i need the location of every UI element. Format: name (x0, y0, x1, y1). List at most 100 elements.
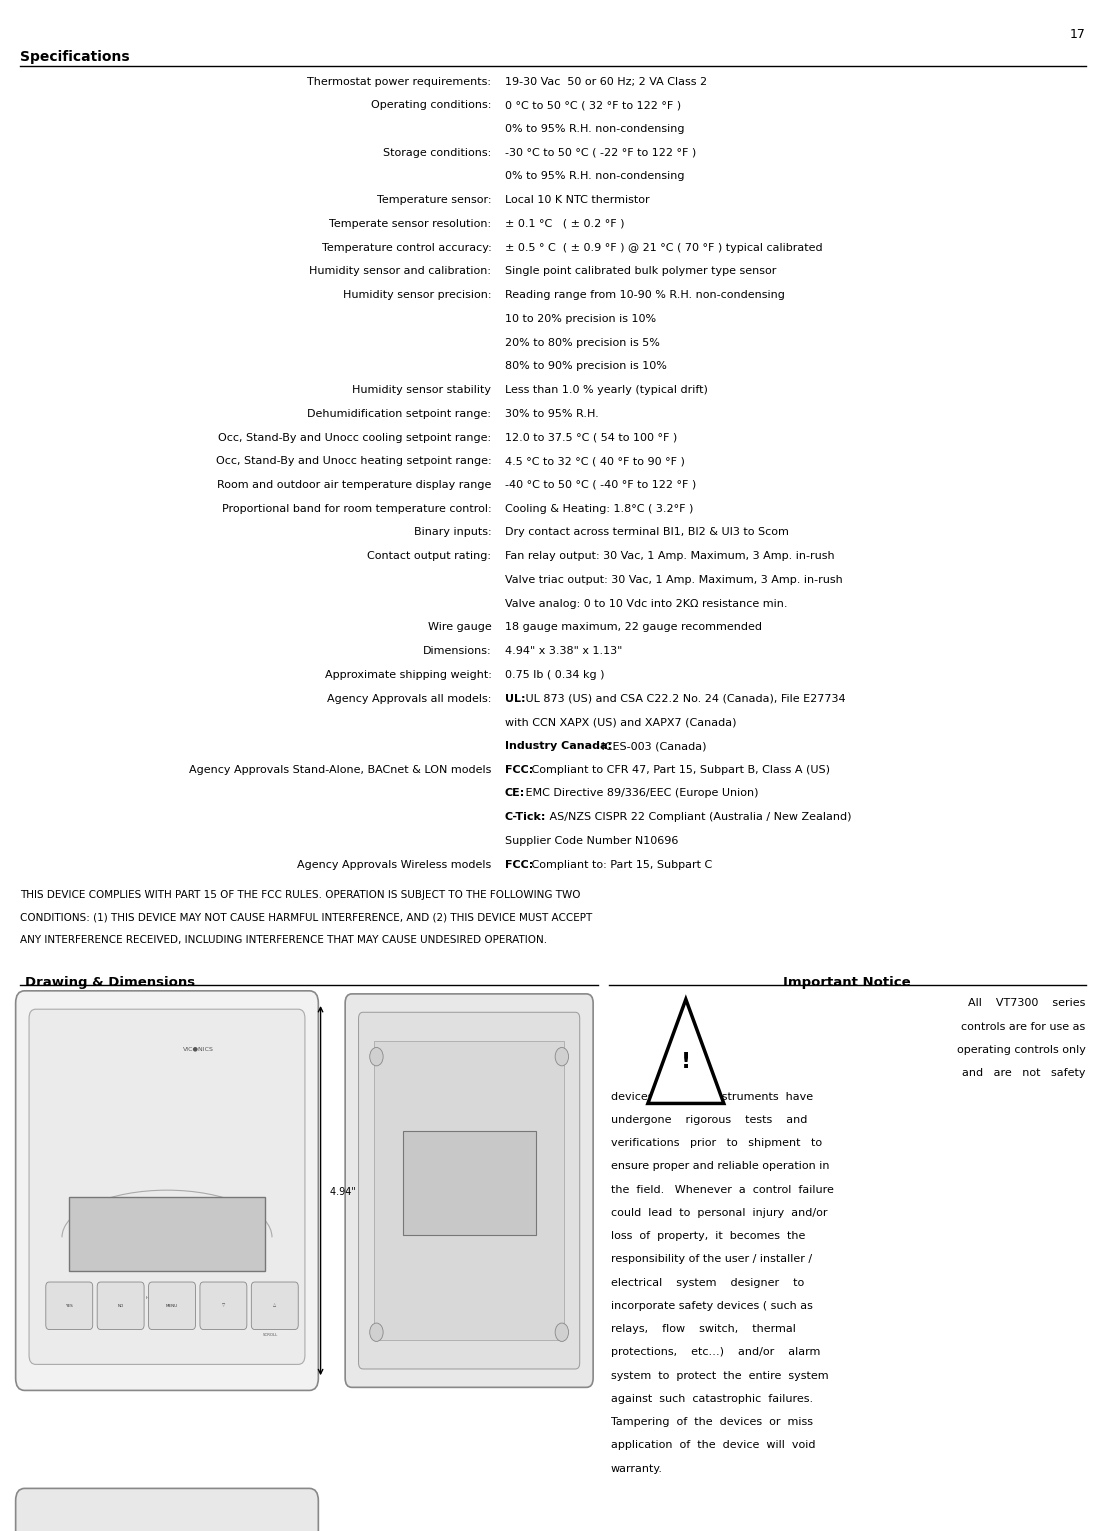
Text: Occ, Stand-By and Unocc cooling setpoint range:: Occ, Stand-By and Unocc cooling setpoint… (218, 432, 491, 442)
Text: ANY INTERFERENCE RECEIVED, INCLUDING INTERFERENCE THAT MAY CAUSE UNDESIRED OPERA: ANY INTERFERENCE RECEIVED, INCLUDING INT… (20, 934, 547, 945)
Text: !: ! (680, 1052, 691, 1072)
Text: C-Tick:: C-Tick: (505, 811, 546, 822)
Text: protections,    etc…)    and/or    alarm: protections, etc…) and/or alarm (611, 1347, 820, 1358)
Text: Dehumidification setpoint range:: Dehumidification setpoint range: (307, 409, 491, 419)
Text: Humidity sensor and calibration:: Humidity sensor and calibration: (309, 266, 491, 277)
Text: Local 10 K NTC thermistor: Local 10 K NTC thermistor (505, 194, 649, 205)
Text: verifications   prior   to   shipment   to: verifications prior to shipment to (611, 1138, 822, 1148)
Text: 4.5 °C to 32 °C ( 40 °F to 90 °F ): 4.5 °C to 32 °C ( 40 °F to 90 °F ) (505, 456, 685, 467)
FancyBboxPatch shape (251, 1281, 298, 1329)
FancyBboxPatch shape (97, 1281, 144, 1329)
Text: Cooling & Heating: 1.8°C ( 3.2°F ): Cooling & Heating: 1.8°C ( 3.2°F ) (505, 504, 694, 514)
Text: Specifications: Specifications (20, 49, 130, 64)
Text: ▽: ▽ (222, 1304, 225, 1307)
Text: 17: 17 (1070, 28, 1086, 40)
Circle shape (370, 1323, 383, 1341)
Text: HEAT: HEAT (145, 1295, 156, 1300)
Text: responsibility of the user / installer /: responsibility of the user / installer / (611, 1254, 812, 1265)
FancyBboxPatch shape (16, 991, 318, 1390)
Text: Agency Approvals Wireless models: Agency Approvals Wireless models (297, 859, 491, 870)
Circle shape (555, 1323, 569, 1341)
Text: CE:: CE: (505, 788, 525, 799)
Text: △: △ (274, 1304, 276, 1307)
Text: VIC●NICS: VIC●NICS (183, 1046, 214, 1050)
Bar (69, 1197, 265, 1271)
Text: YES: YES (66, 1304, 73, 1307)
FancyBboxPatch shape (16, 1488, 318, 1531)
Circle shape (555, 1047, 569, 1066)
Text: 12.0 to 37.5 °C ( 54 to 100 °F ): 12.0 to 37.5 °C ( 54 to 100 °F ) (505, 432, 677, 442)
FancyBboxPatch shape (359, 1012, 580, 1369)
Text: undergone    rigorous    tests    and: undergone rigorous tests and (611, 1115, 808, 1125)
Text: and   are   not   safety: and are not safety (962, 1069, 1086, 1078)
Text: Tampering  of  the  devices  or  miss: Tampering of the devices or miss (611, 1418, 813, 1427)
Text: MENU: MENU (166, 1304, 178, 1307)
FancyBboxPatch shape (46, 1281, 93, 1329)
Text: CONDITIONS: (1) THIS DEVICE MAY NOT CAUSE HARMFUL INTERFERENCE, AND (2) THIS DEV: CONDITIONS: (1) THIS DEVICE MAY NOT CAUS… (20, 912, 592, 922)
Text: UL 873 (US) and CSA C22.2 No. 24 (Canada), File E27734: UL 873 (US) and CSA C22.2 No. 24 (Canada… (523, 694, 846, 704)
Text: Dimensions:: Dimensions: (423, 646, 491, 657)
Text: Binary inputs:: Binary inputs: (414, 527, 491, 537)
Text: could  lead  to  personal  injury  and/or: could lead to personal injury and/or (611, 1208, 828, 1217)
Bar (374, 1041, 564, 1340)
Text: 18 gauge maximum, 22 gauge recommended: 18 gauge maximum, 22 gauge recommended (505, 622, 762, 632)
Text: Temperate sensor resolution:: Temperate sensor resolution: (330, 219, 491, 230)
Bar (403, 1131, 536, 1236)
Text: Humidity sensor precision:: Humidity sensor precision: (343, 289, 491, 300)
Text: incorporate safety devices ( such as: incorporate safety devices ( such as (611, 1301, 813, 1311)
Text: NO: NO (117, 1304, 124, 1307)
Text: FAN: FAN (75, 1295, 83, 1300)
Text: Important Notice: Important Notice (783, 975, 911, 989)
FancyBboxPatch shape (345, 994, 593, 1387)
Text: FCC:: FCC: (505, 859, 533, 870)
Text: Supplier Code Number N10696: Supplier Code Number N10696 (505, 836, 678, 847)
Text: Reading range from 10-90 % R.H. non-condensing: Reading range from 10-90 % R.H. non-cond… (505, 289, 785, 300)
Text: devices.    These  instruments  have: devices. These instruments have (611, 1092, 813, 1101)
Text: AS/NZS CISPR 22 Compliant (Australia / New Zealand): AS/NZS CISPR 22 Compliant (Australia / N… (545, 811, 851, 822)
Text: Contact output rating:: Contact output rating: (367, 551, 491, 562)
Text: with CCN XAPX (US) and XAPX7 (Canada): with CCN XAPX (US) and XAPX7 (Canada) (505, 717, 736, 727)
Text: the  field.   Whenever  a  control  failure: the field. Whenever a control failure (611, 1185, 834, 1194)
Text: operating controls only: operating controls only (957, 1046, 1086, 1055)
Text: 4.94" x 3.38" x 1.13": 4.94" x 3.38" x 1.13" (505, 646, 622, 657)
Polygon shape (648, 1000, 724, 1104)
Text: Temperature sensor:: Temperature sensor: (376, 194, 491, 205)
Text: 20% to 80% precision is 5%: 20% to 80% precision is 5% (505, 337, 660, 348)
Text: Agency Approvals all models:: Agency Approvals all models: (327, 694, 491, 704)
Text: THIS DEVICE COMPLIES WITH PART 15 OF THE FCC RULES. OPERATION IS SUBJECT TO THE : THIS DEVICE COMPLIES WITH PART 15 OF THE… (20, 890, 581, 900)
Text: ensure proper and reliable operation in: ensure proper and reliable operation in (611, 1162, 830, 1171)
Text: application  of  the  device  will  void: application of the device will void (611, 1441, 815, 1450)
Text: system  to  protect  the  entire  system: system to protect the entire system (611, 1370, 829, 1381)
Text: All    VT7300    series: All VT7300 series (968, 998, 1086, 1009)
Text: 19-30 Vac  50 or 60 Hz; 2 VA Class 2: 19-30 Vac 50 or 60 Hz; 2 VA Class 2 (505, 77, 707, 87)
Circle shape (370, 1047, 383, 1066)
Text: SCROLL: SCROLL (262, 1332, 278, 1337)
Text: COOL: COOL (216, 1295, 227, 1300)
Text: EMC Directive 89/336/EEC (Europe Union): EMC Directive 89/336/EEC (Europe Union) (523, 788, 758, 799)
Text: Drawing & Dimensions: Drawing & Dimensions (25, 975, 194, 989)
Text: 4.94" [125 mm]: 4.94" [125 mm] (330, 1185, 407, 1196)
Text: Compliant to CFR 47, Part 15, Subpart B, Class A (US): Compliant to CFR 47, Part 15, Subpart B,… (528, 764, 830, 775)
Text: FCC:: FCC: (505, 764, 533, 775)
Text: Valve triac output: 30 Vac, 1 Amp. Maximum, 3 Amp. in-rush: Valve triac output: 30 Vac, 1 Amp. Maxim… (505, 574, 842, 585)
Text: Less than 1.0 % yearly (typical drift): Less than 1.0 % yearly (typical drift) (505, 384, 708, 395)
Text: -40 °C to 50 °C ( -40 °F to 122 °F ): -40 °C to 50 °C ( -40 °F to 122 °F ) (505, 479, 696, 490)
Text: electrical    system    designer    to: electrical system designer to (611, 1277, 804, 1288)
Text: Compliant to: Part 15, Subpart C: Compliant to: Part 15, Subpart C (528, 859, 713, 870)
Text: Approximate shipping weight:: Approximate shipping weight: (325, 669, 491, 680)
Text: Humidity sensor stability: Humidity sensor stability (353, 384, 491, 395)
Text: ICES-003 (Canada): ICES-003 (Canada) (598, 741, 706, 752)
FancyBboxPatch shape (200, 1281, 247, 1329)
Text: -30 °C to 50 °C ( -22 °F to 122 °F ): -30 °C to 50 °C ( -22 °F to 122 °F ) (505, 147, 696, 158)
Text: Thermostat power requirements:: Thermostat power requirements: (307, 77, 491, 87)
Text: Agency Approvals Stand-Alone, BACnet & LON models: Agency Approvals Stand-Alone, BACnet & L… (189, 764, 491, 775)
Text: controls are for use as: controls are for use as (962, 1021, 1086, 1032)
Text: ± 0.5 ° C  ( ± 0.9 °F ) @ 21 °C ( 70 °F ) typical calibrated: ± 0.5 ° C ( ± 0.9 °F ) @ 21 °C ( 70 °F )… (505, 242, 822, 253)
Text: 10 to 20% precision is 10%: 10 to 20% precision is 10% (505, 314, 656, 325)
Text: 30% to 95% R.H.: 30% to 95% R.H. (505, 409, 599, 419)
Text: ± 0.1 °C   ( ± 0.2 °F ): ± 0.1 °C ( ± 0.2 °F ) (505, 219, 624, 230)
Text: relays,    flow    switch,    thermal: relays, flow switch, thermal (611, 1324, 796, 1334)
Text: loss  of  property,  it  becomes  the: loss of property, it becomes the (611, 1231, 805, 1242)
Text: Room and outdoor air temperature display range: Room and outdoor air temperature display… (217, 479, 491, 490)
Text: Occ, Stand-By and Unocc heating setpoint range:: Occ, Stand-By and Unocc heating setpoint… (216, 456, 491, 467)
